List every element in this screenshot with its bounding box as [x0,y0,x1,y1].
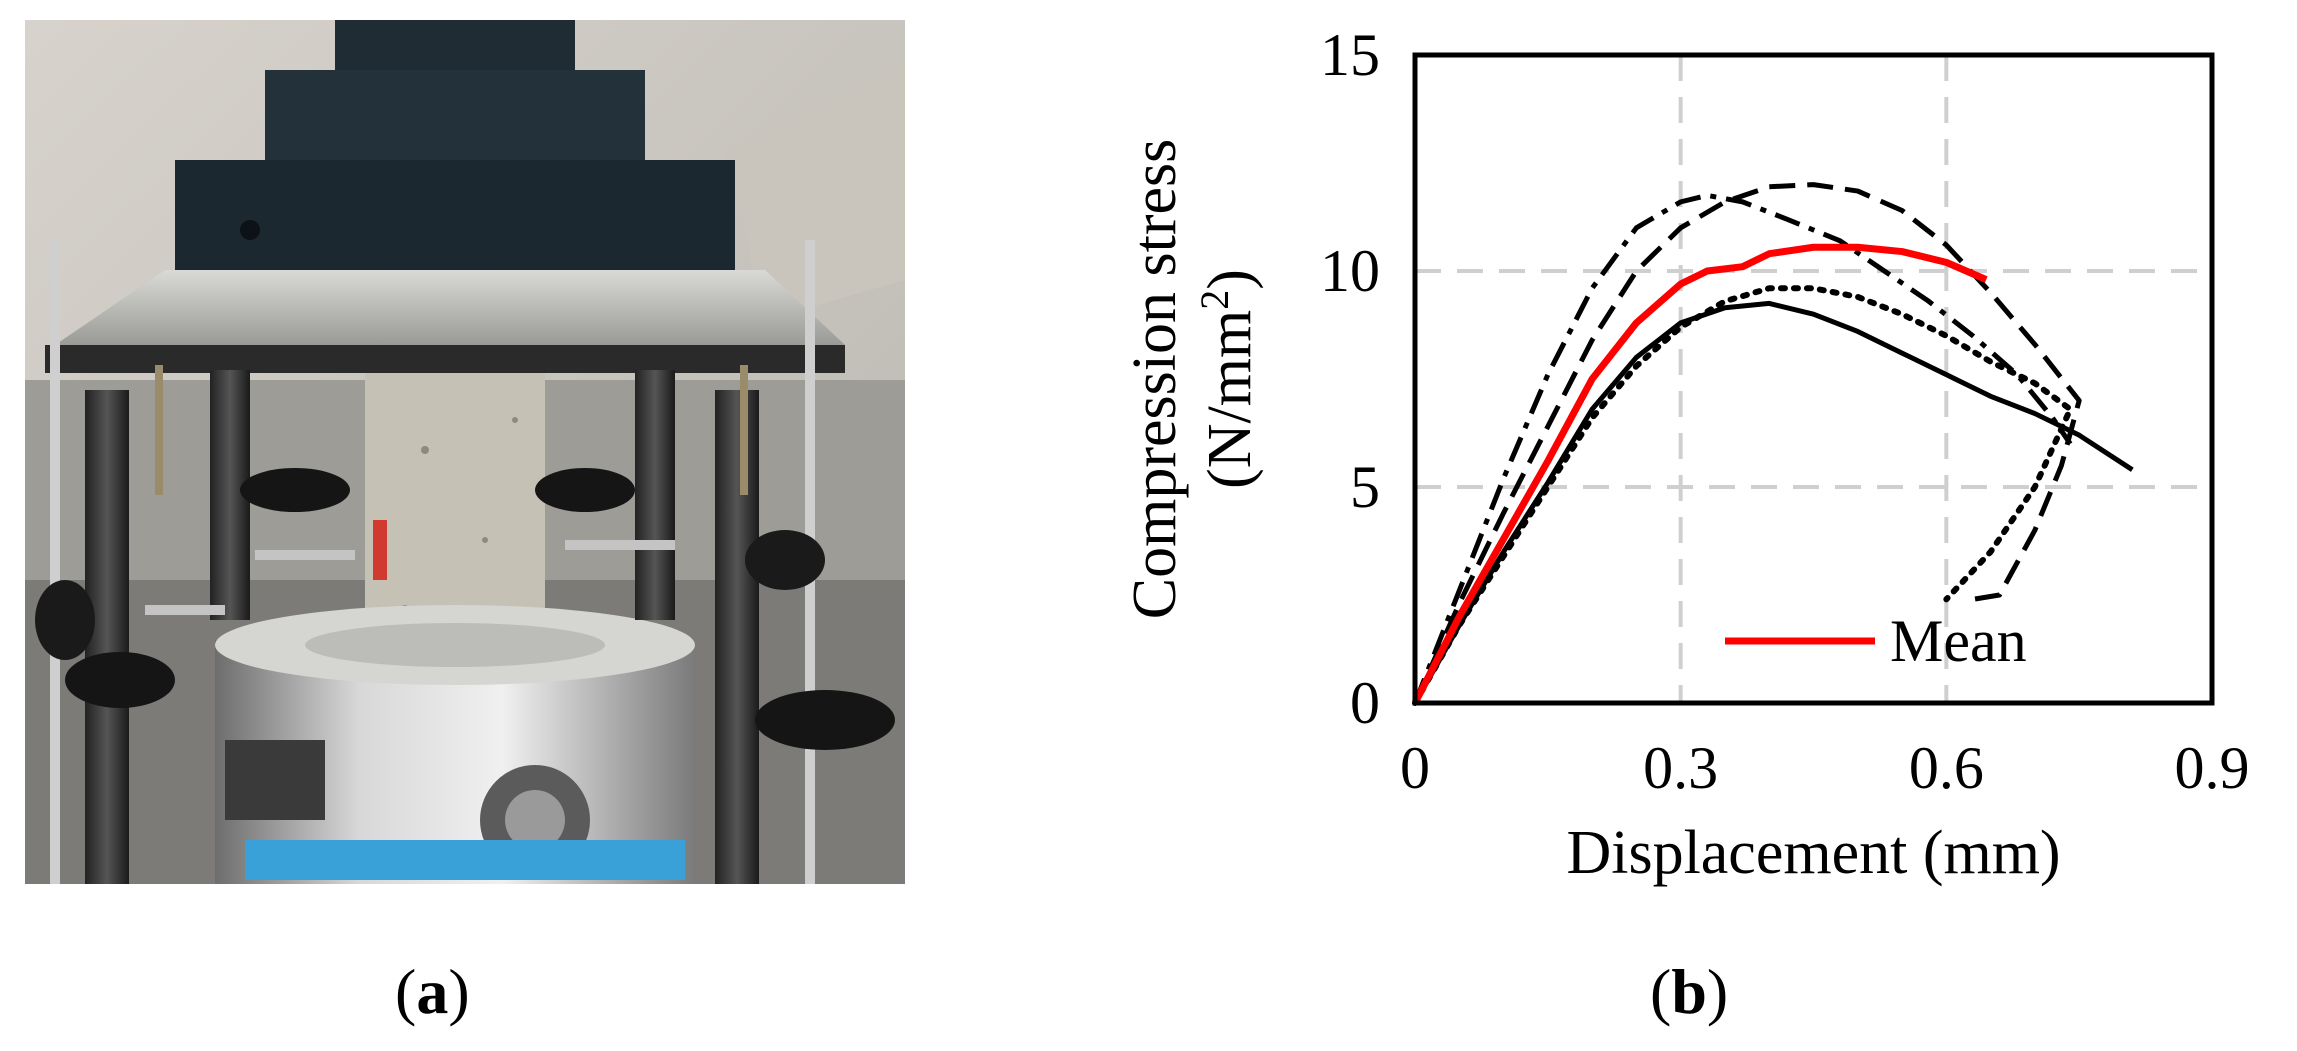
series-line-specimen-1 [1412,300,2134,705]
y-axis-title: Compression stress (N/mm2) [1121,139,1264,620]
x-tick-label: 0.6 [1909,735,1984,801]
series-line-specimen-4 [1412,192,2073,704]
y-axis-unit-superscript: 2 [1192,290,1237,310]
y-tick-label: 0 [1350,670,1380,736]
x-tick-label: 0.3 [1643,735,1718,801]
y-axis-unit-close: ) [1196,269,1264,290]
test-setup-photo [25,20,905,884]
y-tick-label: 15 [1320,22,1380,88]
y-axis-unit: (N/mm [1196,310,1264,489]
series-line-specimen-2 [1412,285,2074,706]
y-axis-label-line2: (N/mm2) [1192,269,1264,489]
series-line-specimen-3 [1412,182,2082,705]
legend: Mean [1725,608,2027,674]
y-axis-label-line1: Compression stress [1121,139,1189,620]
series-line-mean [1411,243,1988,705]
x-tick-label: 0.9 [2175,735,2250,801]
panel-label-a-letter: a [416,956,449,1027]
panel-label-b: (b) [1650,956,1729,1027]
series-lines [1411,182,2134,706]
legend-label-mean: Mean [1890,608,2027,674]
y-tick-label: 10 [1320,238,1380,304]
x-tick-label: 0 [1400,735,1430,801]
x-axis-label: Displacement (mm) [1566,819,2060,887]
x-axis-title: Displacement (mm) [1566,819,2060,887]
y-tick-label: 5 [1350,454,1380,520]
tick-labels: 0 0.3 0.6 0.9 0 5 10 15 [1320,22,2250,801]
grid-lines [1415,55,2212,703]
panel-label-a: (a) [395,956,470,1027]
panel-label-b-letter: b [1671,956,1707,1027]
plot-frame [1412,52,2215,706]
stress-displacement-chart: 0 0.3 0.6 0.9 0 5 10 15 Displacement (mm) Compr… [1121,22,2250,887]
